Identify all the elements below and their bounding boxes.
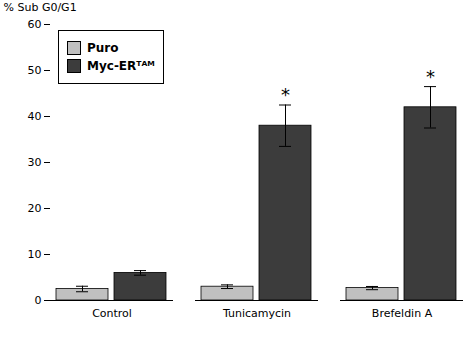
- svg-text:Control: Control: [92, 307, 132, 320]
- html-text:Myc-ERᵀᴬᴹ: Myc-ERᵀᴬᴹ: [87, 59, 155, 73]
- svg-text:*: *: [426, 66, 435, 87]
- svg-text:30: 30: [28, 156, 42, 169]
- svg-text:Tunicamycin: Tunicamycin: [222, 307, 291, 320]
- svg-text:60: 60: [28, 18, 42, 31]
- svg-text:20: 20: [28, 202, 42, 215]
- svg-text:40: 40: [28, 110, 42, 123]
- svg-text:*: *: [281, 84, 290, 105]
- html-text:Puro: Puro: [87, 41, 119, 55]
- svg-text:10: 10: [28, 248, 42, 261]
- svg-text:Brefeldin A: Brefeldin A: [372, 307, 433, 320]
- svg-text:50: 50: [28, 64, 42, 77]
- svg-text:% Sub G0/G1: % Sub G0/G1: [4, 1, 77, 14]
- svg-text:0: 0: [35, 294, 42, 307]
